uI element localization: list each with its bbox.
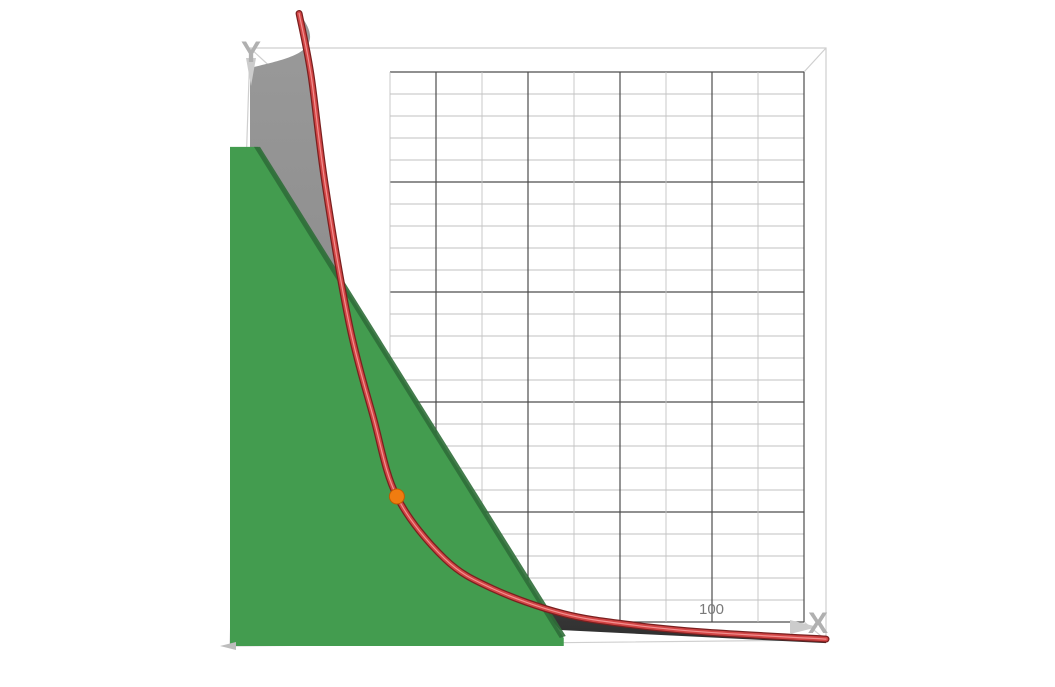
y-axis-label: Y xyxy=(241,36,261,69)
box-edge-top-right xyxy=(803,47,827,73)
indifference-curve-highlight xyxy=(298,12,827,640)
origin-marker xyxy=(220,642,236,650)
x-axis-arrowhead xyxy=(790,620,818,634)
x-axis-label: X xyxy=(808,607,828,640)
y-axis-arrowhead xyxy=(246,58,256,86)
axis-arrows xyxy=(220,58,818,650)
x-tick-label: 100 xyxy=(699,601,724,618)
tangent-point xyxy=(388,488,405,505)
budget-line-edge xyxy=(254,146,566,638)
budget-set-area xyxy=(230,146,564,646)
